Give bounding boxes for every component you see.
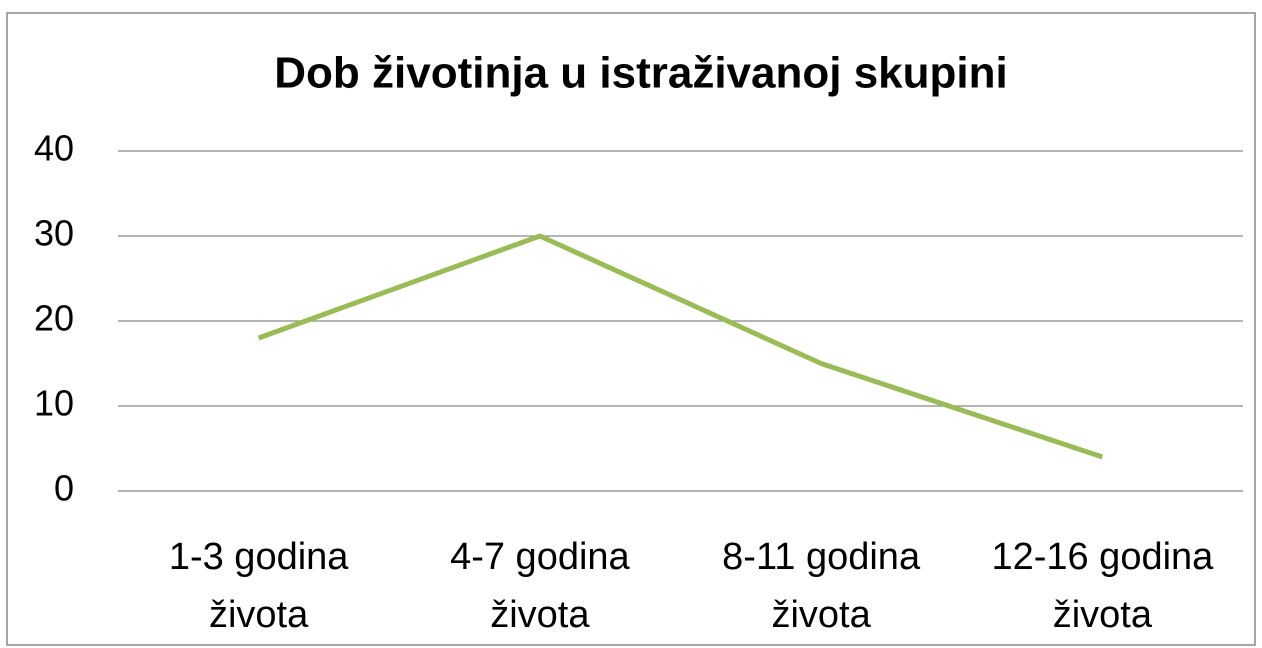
y-tick-label: 40 [34, 128, 74, 169]
x-tick-label: 8-11 godina života [722, 536, 921, 636]
line [257, 233, 1104, 460]
chart-title: Dob životinja u istraživanoj skupini [274, 49, 1007, 98]
y-tick-label: 10 [34, 383, 74, 424]
chart-border [6, 12, 1256, 646]
x-tick-label: 12-16 godina života [991, 536, 1214, 636]
y-tick-label: 0 [54, 468, 74, 509]
x-tick-label: 4-7 godina života [450, 536, 630, 636]
y-tick-label: 20 [34, 298, 74, 339]
y-tick-label: 30 [34, 213, 74, 254]
x-tick-label: 1-3 godina života [168, 536, 349, 636]
